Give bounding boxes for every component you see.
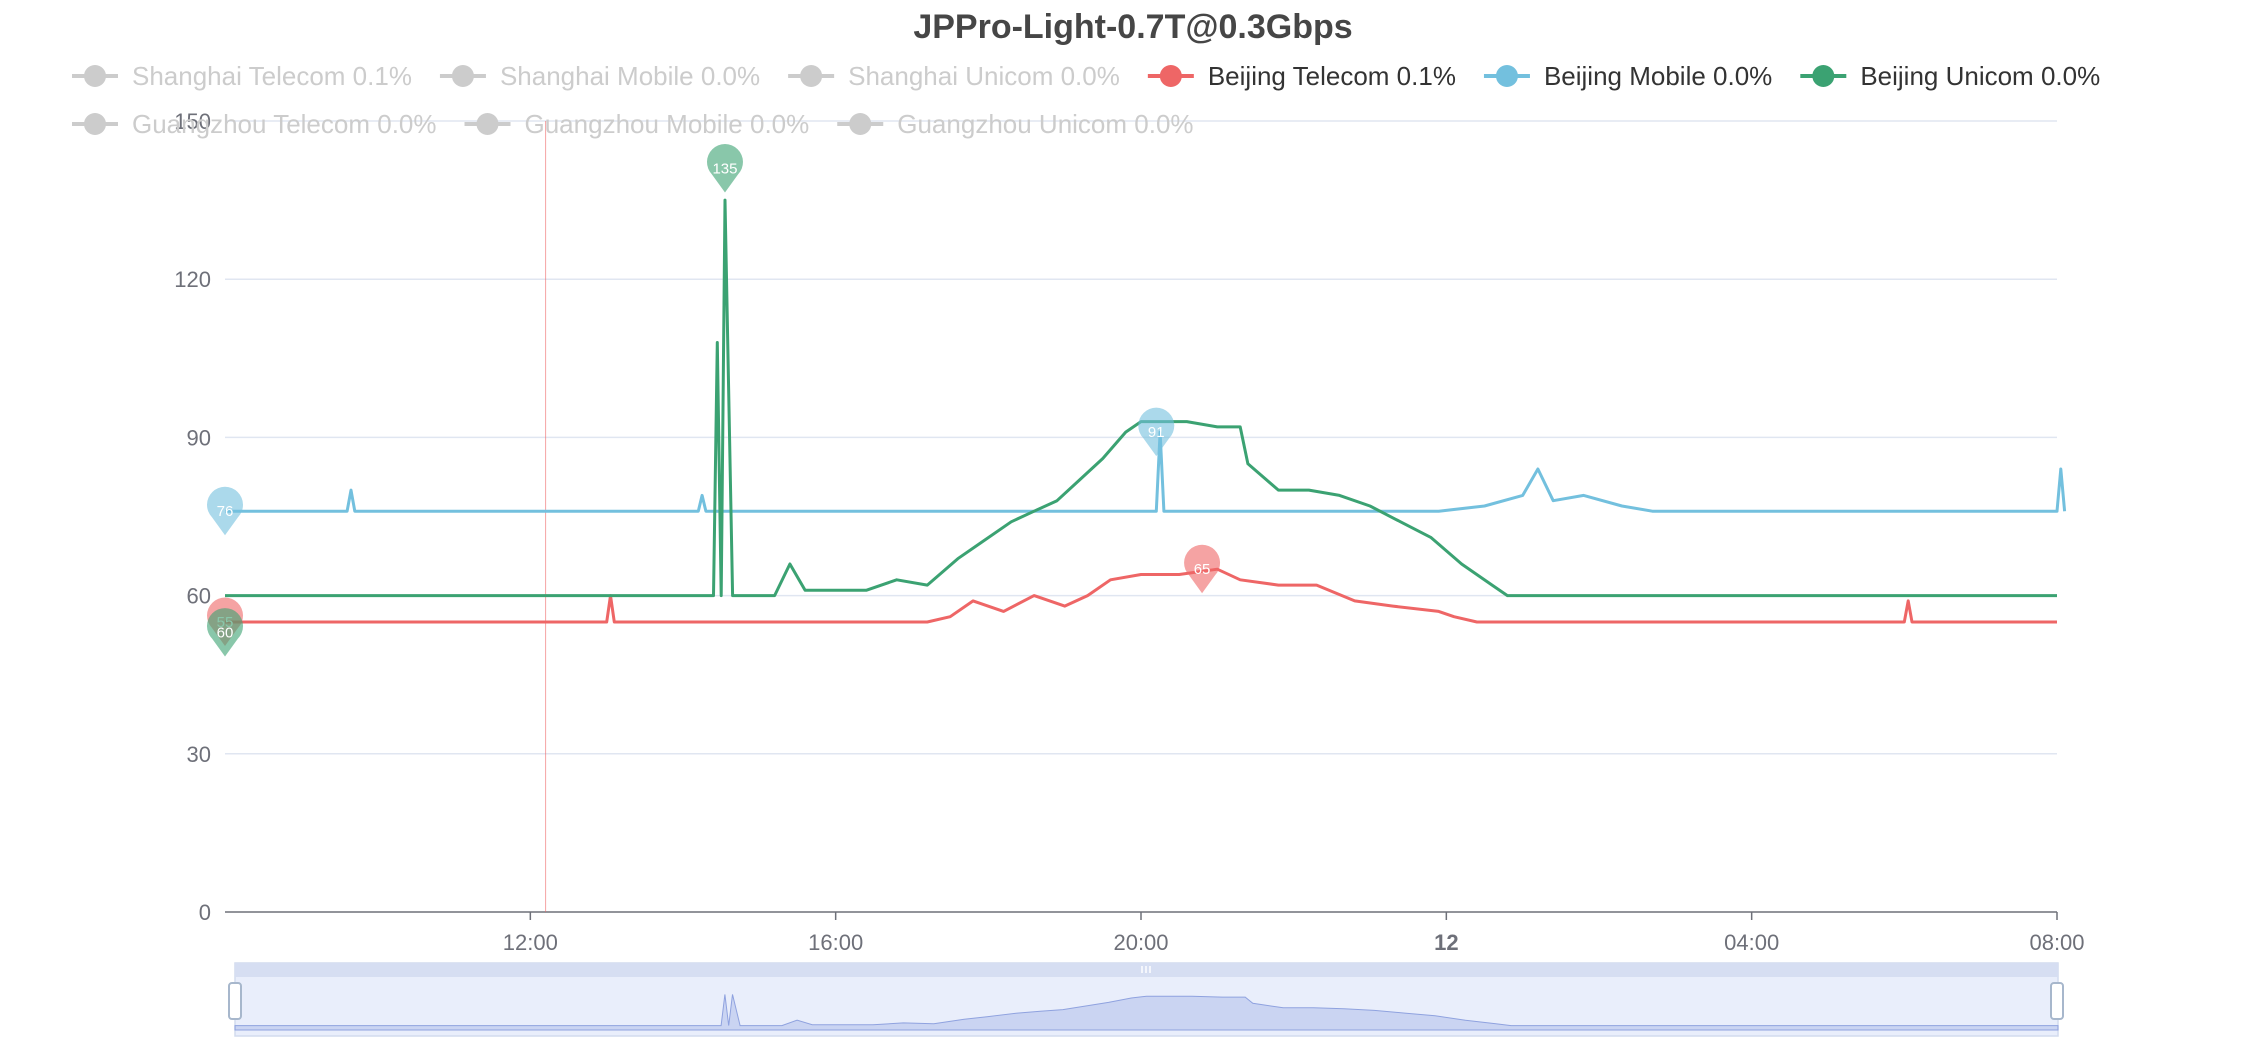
x-tick-label: 16:00 <box>808 930 863 955</box>
data-zoom-slider[interactable] <box>228 962 2064 1037</box>
marker-label: 91 <box>1148 424 1165 441</box>
legend-label: Guangzhou Unicom 0.0% <box>897 109 1193 139</box>
marker-pin: 91 <box>1138 407 1175 457</box>
legend-label: Shanghai Unicom 0.0% <box>848 61 1120 91</box>
series-line <box>225 567 2057 624</box>
legend[interactable]: Shanghai Telecom 0.1% Shanghai Mobile 0.0… <box>72 61 2100 139</box>
legend-item[interactable]: Guangzhou Mobile 0.0% <box>464 109 810 139</box>
legend-label: Shanghai Telecom 0.1% <box>132 61 412 91</box>
zoom-grip-icon[interactable] <box>1141 966 1151 973</box>
legend-item[interactable]: Guangzhou Telecom 0.0% <box>72 109 437 139</box>
x-tick-label: 04:00 <box>1724 930 1779 955</box>
legend-item[interactable]: Shanghai Unicom 0.0% <box>788 61 1120 91</box>
marker-label: 76 <box>217 503 234 520</box>
series-line <box>225 430 2067 513</box>
x-tick-label: 12 <box>1434 930 1458 955</box>
legend-circle-icon <box>1495 65 1518 87</box>
markers: 5565769160135 <box>206 144 1221 657</box>
x-tick-label: 08:00 <box>2029 930 2084 955</box>
legend-item[interactable]: Beijing Mobile 0.0% <box>1483 61 1772 91</box>
legend-label: Beijing Unicom 0.0% <box>1860 61 2100 91</box>
marker-pin: 135 <box>706 144 743 193</box>
legend-label: Guangzhou Mobile 0.0% <box>525 109 810 139</box>
series-line <box>225 198 2057 598</box>
chart-title: JPPro-Light-0.7T@0.3Gbps <box>913 8 1352 46</box>
legend-circle-icon <box>451 65 474 87</box>
legend-circle-icon <box>849 113 872 135</box>
legend-label: Guangzhou Telecom 0.0% <box>132 109 437 139</box>
legend-item[interactable]: Guangzhou Unicom 0.0% <box>837 109 1194 139</box>
y-tick-label: 120 <box>174 267 211 292</box>
marker-shape <box>706 144 743 193</box>
legend-label: Beijing Telecom 0.1% <box>1208 61 1456 91</box>
marker-pin: 76 <box>206 486 243 536</box>
marker-shape <box>206 486 243 536</box>
marker-label: 135 <box>712 160 737 177</box>
legend-item[interactable]: Beijing Unicom 0.0% <box>1800 61 2100 91</box>
marker-shape <box>1138 407 1175 457</box>
marker-label: 65 <box>1194 561 1211 578</box>
legend-circle-icon <box>1159 65 1182 87</box>
x-tick-label: 20:00 <box>1113 930 1168 955</box>
marker-shape <box>1184 544 1221 594</box>
legend-item[interactable]: Shanghai Telecom 0.1% <box>72 61 412 91</box>
legend-item[interactable]: Shanghai Mobile 0.0% <box>439 61 760 91</box>
zoom-left-handle[interactable] <box>228 982 242 1020</box>
y-tick-label: 0 <box>199 900 211 925</box>
y-tick-label: 30 <box>187 742 211 767</box>
zoom-preview-area <box>234 994 2059 1031</box>
legend-circle-icon <box>84 113 106 135</box>
marker-pin: 65 <box>1184 544 1221 594</box>
grid <box>225 120 2057 755</box>
legend-circle-icon <box>476 113 499 135</box>
y-tick-label: 60 <box>187 584 211 609</box>
x-tick-label: 12:00 <box>503 930 558 955</box>
legend-label: Shanghai Mobile 0.0% <box>500 61 760 91</box>
legend-label: Beijing Mobile 0.0% <box>1544 61 1772 91</box>
legend-circle-icon <box>84 65 106 87</box>
y-tick-label: 150 <box>174 109 211 134</box>
legend-circle-icon <box>1812 65 1835 87</box>
marker-label: 60 <box>217 625 234 642</box>
axes: 0 30 60 90 120 150 12:00 16:00 20:00 12 04:00 08:00 <box>174 109 2084 955</box>
zoom-right-handle[interactable] <box>2050 982 2064 1020</box>
legend-item[interactable]: Beijing Telecom 0.1% <box>1147 61 1456 91</box>
marker-pin: 60 <box>206 608 243 657</box>
series-group <box>225 198 2067 624</box>
marker-shape <box>206 608 243 657</box>
y-tick-label: 90 <box>187 425 211 450</box>
legend-circle-icon <box>800 65 823 87</box>
